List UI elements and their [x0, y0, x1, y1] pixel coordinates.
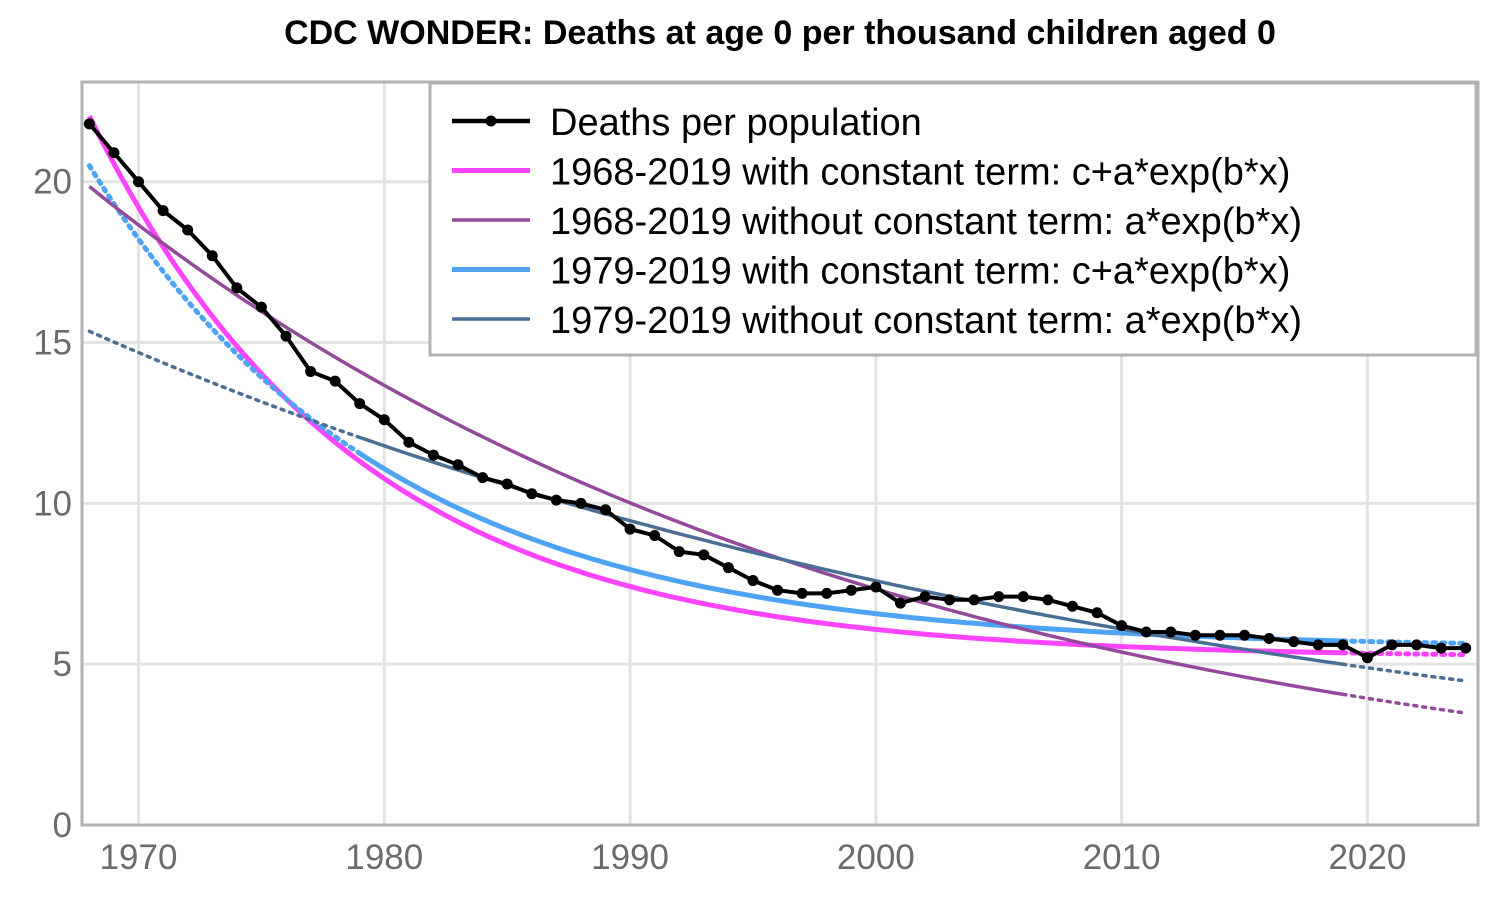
- observed-point: [821, 587, 833, 599]
- observed-point: [1189, 629, 1201, 641]
- observed-point: [1239, 629, 1251, 641]
- observed-point: [575, 497, 587, 509]
- observed-point: [255, 301, 267, 313]
- observed-point: [1361, 652, 1373, 664]
- x-tick-label: 2000: [837, 838, 915, 877]
- observed-point: [993, 591, 1005, 603]
- legend-label-4: 1979-2019 without constant term: a*exp(b…: [550, 300, 1302, 342]
- legend-label-0: Deaths per population: [550, 102, 922, 144]
- observed-point: [649, 530, 661, 542]
- fit-line-dotted-3: [86, 163, 363, 456]
- observed-point: [133, 176, 145, 188]
- observed-point: [1165, 626, 1177, 638]
- observed-point: [1386, 639, 1398, 651]
- observed-point: [894, 597, 906, 609]
- legend-label-2: 1968-2019 without constant term: a*exp(b…: [550, 201, 1302, 243]
- observed-point: [1042, 594, 1054, 606]
- observed-point: [624, 523, 636, 535]
- observed-point: [919, 591, 931, 603]
- observed-point: [1066, 600, 1078, 612]
- observed-point: [1140, 626, 1152, 638]
- observed-point: [722, 562, 734, 574]
- observed-point: [452, 459, 464, 471]
- observed-point: [1435, 642, 1447, 654]
- observed-point: [1312, 639, 1324, 651]
- observed-point: [231, 282, 243, 294]
- observed-point: [1460, 642, 1472, 654]
- observed-point: [305, 365, 317, 377]
- observed-point: [1017, 591, 1029, 603]
- legend-label-3: 1979-2019 with constant term: c+a*exp(b*…: [550, 251, 1290, 293]
- x-tick-label: 1990: [591, 838, 669, 877]
- observed-point: [354, 398, 366, 410]
- fit-line-dotted-4: [87, 329, 362, 440]
- observed-point: [378, 414, 390, 426]
- fit-line-dotted-1: [1340, 650, 1469, 658]
- observed-point: [1214, 629, 1226, 641]
- observed-point: [550, 494, 562, 506]
- fit-line-dotted-3: [1340, 638, 1469, 646]
- observed-point: [796, 587, 808, 599]
- observed-point: [845, 584, 857, 596]
- tick-labels: 1970 1980 1990 2000 2010 2020 0 5 10 15 20: [33, 163, 1406, 877]
- x-tick-label: 2020: [1328, 838, 1406, 877]
- fit-line-3: [358, 451, 1343, 644]
- observed-point: [83, 118, 95, 130]
- observed-point: [870, 581, 882, 593]
- observed-point: [1411, 639, 1423, 651]
- observed-point: [477, 472, 489, 484]
- observed-point: [501, 478, 513, 490]
- observed-point: [157, 205, 169, 217]
- observed-point: [944, 594, 956, 606]
- observed-point: [600, 504, 611, 516]
- observed-point: [968, 594, 980, 606]
- observed-point: [526, 488, 538, 500]
- fit-line-dotted-2: [1341, 692, 1468, 715]
- y-tick-label: 10: [33, 484, 72, 523]
- y-tick-label: 20: [33, 163, 72, 202]
- x-tick-label: 2010: [1083, 838, 1161, 877]
- observed-point: [108, 147, 120, 159]
- observed-point: [1263, 632, 1275, 644]
- legend-label-1: 1968-2019 with constant term: c+a*exp(b*…: [550, 152, 1290, 194]
- chart-title: CDC WONDER: Deaths at age 0 per thousand…: [284, 14, 1276, 52]
- observed-point: [280, 330, 292, 342]
- y-tick-label: 15: [33, 324, 72, 363]
- observed-point: [1091, 607, 1103, 619]
- observed-point: [427, 449, 439, 461]
- observed-point: [1337, 639, 1349, 651]
- fit-line-2: [88, 185, 1344, 697]
- observed-point: [772, 584, 784, 596]
- legend-box: [428, 81, 1478, 357]
- observed-point: [182, 224, 194, 236]
- y-tick-label: 0: [53, 806, 72, 845]
- legend: Deaths per population 1968-2019 with cons…: [428, 81, 1478, 357]
- x-tick-label: 1970: [100, 838, 178, 877]
- fit-line-dotted-4: [1341, 662, 1468, 683]
- observed-point: [1116, 620, 1128, 632]
- legend-swatch-point: [485, 115, 497, 127]
- observed-point: [329, 375, 341, 387]
- observed-point: [747, 575, 759, 587]
- x-tick-label: 1980: [345, 838, 423, 877]
- observed-point: [403, 436, 415, 448]
- data-points: [83, 118, 1472, 664]
- observed-point: [698, 549, 710, 561]
- y-tick-label: 5: [53, 645, 72, 684]
- observed-point: [206, 250, 218, 262]
- observed-point: [1288, 636, 1300, 648]
- observed-point: [673, 546, 685, 558]
